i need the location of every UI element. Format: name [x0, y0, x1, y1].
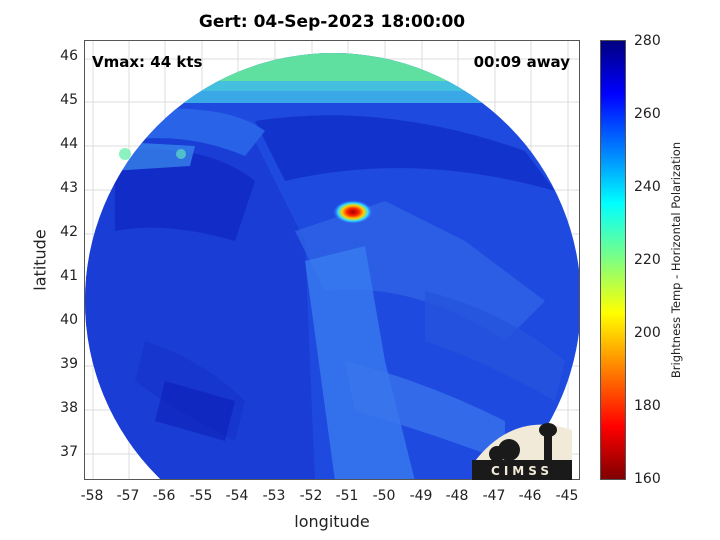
y-axis-label: latitude [30, 229, 50, 291]
colorbar-tick-label: 200 [634, 325, 661, 341]
x-tick-label: -48 [445, 488, 469, 504]
colorbar-tick-label: 160 [634, 471, 661, 487]
x-tick-label: -46 [518, 488, 542, 504]
y-tick-label: 44 [60, 136, 78, 152]
colorbar-tick-label: 220 [634, 252, 661, 268]
y-tick-label: 41 [60, 268, 78, 284]
x-tick-label: -52 [299, 488, 323, 504]
y-tick-label: 38 [60, 400, 78, 416]
x-tick-label: -54 [225, 488, 249, 504]
cimss-logo-text: CIMSS [491, 464, 553, 478]
colorbar-tick-label: 240 [634, 179, 661, 195]
x-tick-label: -47 [482, 488, 506, 504]
time-away-label: 00:09 away [473, 53, 570, 71]
y-tick-label: 45 [60, 92, 78, 108]
colorbar-tick-label: 260 [634, 106, 661, 122]
y-tick-label: 40 [60, 312, 78, 328]
x-tick-label: -50 [372, 488, 396, 504]
cimss-logo: CIMSS [472, 410, 572, 480]
colorbar-tick-label: 280 [634, 33, 661, 49]
y-tick-label: 39 [60, 356, 78, 372]
x-tick-label: -45 [555, 488, 579, 504]
y-tick-label: 43 [60, 180, 78, 196]
x-tick-label: -53 [262, 488, 286, 504]
x-tick-label: -55 [189, 488, 213, 504]
brightness-temperature-field [85, 41, 579, 479]
vmax-label: Vmax: 44 kts [92, 53, 203, 71]
x-tick-label: -56 [152, 488, 176, 504]
x-tick-label: -57 [116, 488, 140, 504]
map-title: Gert: 04-Sep-2023 18:00:00 [198, 12, 466, 32]
colorbar [600, 40, 626, 480]
x-axis-label: longitude [294, 512, 370, 531]
colorbar-label: Brightness Temp - Horizontal Polarizatio… [669, 141, 683, 379]
y-tick-label: 37 [60, 444, 78, 460]
colorbar-tick-label: 180 [634, 398, 661, 414]
y-tick-label: 46 [60, 48, 78, 64]
x-tick-label: -51 [335, 488, 359, 504]
x-tick-label: -58 [80, 488, 104, 504]
y-tick-label: 42 [60, 224, 78, 240]
map-plot-area [84, 40, 580, 480]
cimss-logo-graphic [472, 423, 572, 480]
x-tick-label: -49 [409, 488, 433, 504]
